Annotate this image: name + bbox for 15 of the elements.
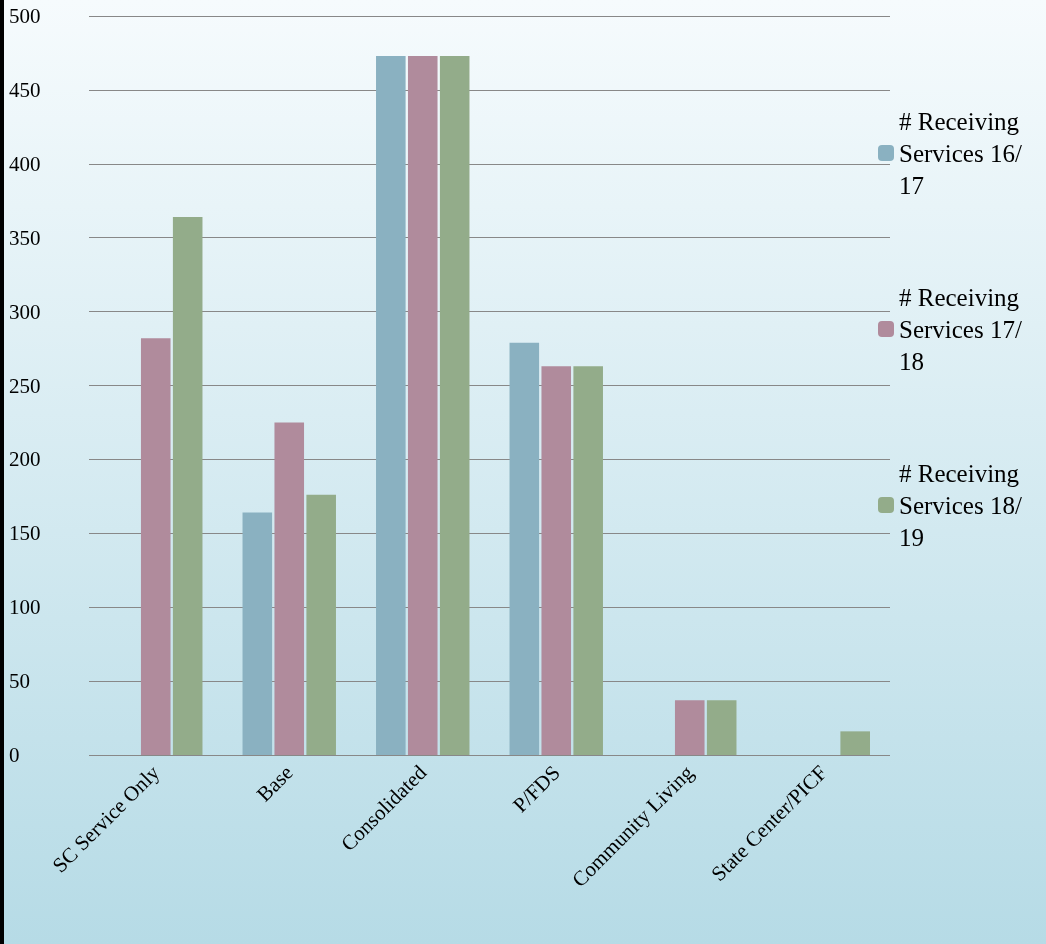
y-tick-label: 50	[9, 669, 30, 694]
y-tick-label: 400	[9, 151, 41, 176]
y-tick-label: 350	[9, 225, 41, 250]
y-tick-label: 0	[9, 743, 20, 767]
legend-label: # Receiving Services 17/18	[899, 283, 1026, 375]
y-tick-label: 200	[9, 447, 41, 472]
y-tick-label: 100	[9, 595, 41, 620]
y-tick-label: 500	[9, 4, 41, 28]
y-tick-label: 450	[9, 77, 41, 102]
y-tick-label: 150	[9, 521, 41, 546]
y-tick-label: 300	[9, 299, 41, 324]
legend-label: # Receiving Services 18/19	[899, 459, 1026, 551]
x-tick-label: Base	[251, 760, 298, 807]
y-tick-label: 250	[9, 373, 41, 398]
legend-label: # Receiving Services 16/17	[899, 107, 1026, 199]
